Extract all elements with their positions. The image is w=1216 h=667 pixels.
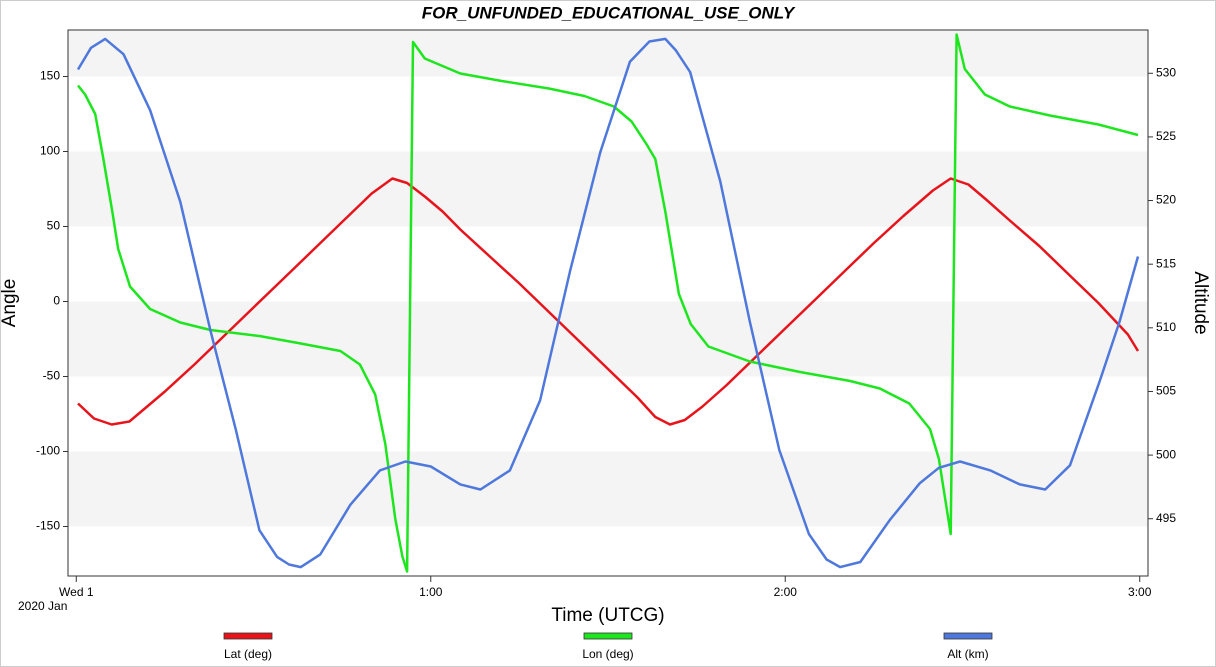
y2-tick-label: 525	[1156, 129, 1176, 143]
y-tick-label: -100	[36, 444, 60, 458]
y-tick-label: 100	[40, 144, 60, 158]
grid-band	[68, 301, 1148, 377]
plot-border	[67, 29, 1149, 577]
legend-swatch	[943, 632, 993, 640]
y2-tick-label: 530	[1156, 65, 1176, 79]
grid-band	[68, 451, 1148, 527]
grid-band	[68, 151, 1148, 227]
y2-tick-label: 510	[1156, 320, 1176, 334]
y2-tick-label: 505	[1156, 384, 1176, 398]
y-tick-label: 50	[47, 219, 61, 233]
x-tick-label: 2:00	[774, 585, 798, 599]
series-line	[76, 37, 1140, 569]
y2-tick-label: 495	[1156, 511, 1176, 525]
x-axis-label: Time (UTCG)	[551, 605, 664, 626]
y2-tick-label: 520	[1156, 193, 1176, 207]
series-line	[77, 33, 1139, 573]
y-tick-label: 0	[53, 294, 60, 308]
y-axis-label: Angle	[0, 279, 20, 328]
x-tick-label: Wed 1	[59, 585, 94, 599]
legend-label: Lon (deg)	[582, 647, 633, 661]
y-tick-label: -150	[36, 519, 60, 533]
y2-tick-label: 500	[1156, 447, 1176, 461]
series-line	[77, 177, 1140, 426]
y-tick-label: -50	[43, 369, 61, 383]
legend-swatch	[223, 632, 273, 640]
bands	[68, 30, 1148, 527]
lines	[76, 33, 1140, 573]
x-tick-label: 1:00	[419, 585, 443, 599]
y2-axis-label: Altitude	[1190, 271, 1211, 334]
x-tick-label: 3:00	[1128, 585, 1152, 599]
grid-band	[68, 30, 1148, 77]
legend-label: Lat (deg)	[224, 647, 272, 661]
y2-tick-label: 515	[1156, 256, 1176, 270]
chart-title: FOR_UNFUNDED_EDUCATIONAL_USE_ONLY	[422, 3, 796, 22]
legend-swatch	[583, 632, 633, 640]
legend-label: Alt (km)	[947, 647, 988, 661]
x-date-label: 2020 Jan	[18, 599, 67, 613]
y-tick-label: 150	[40, 69, 60, 83]
